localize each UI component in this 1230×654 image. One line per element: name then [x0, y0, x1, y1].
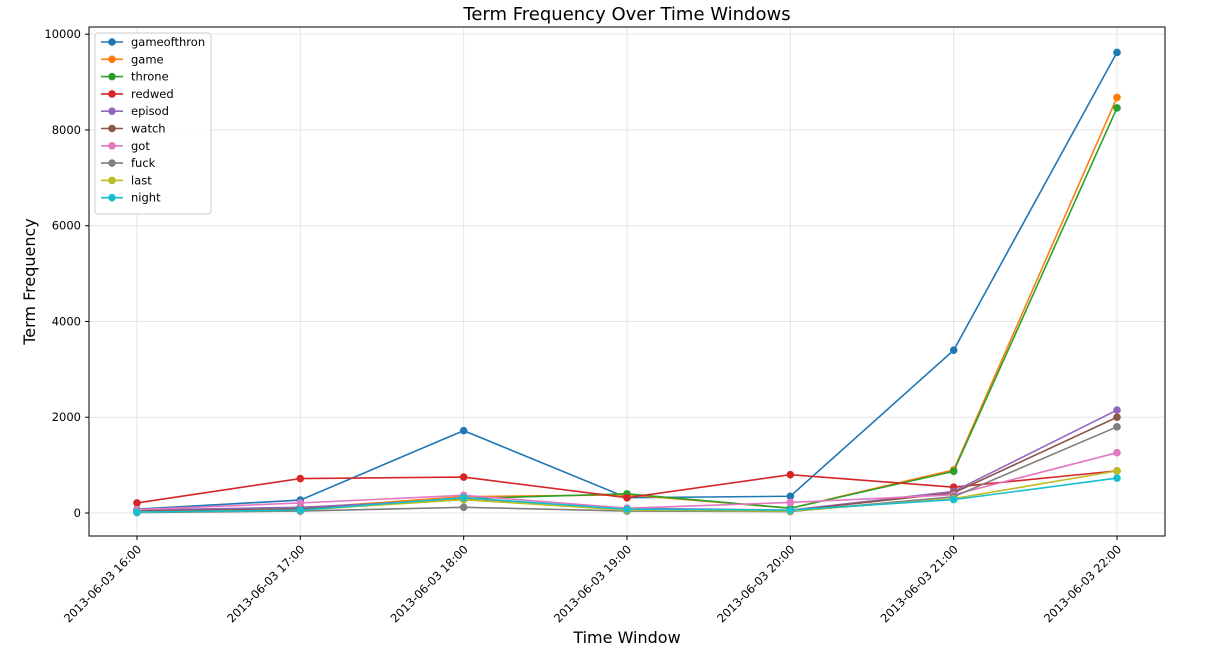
- data-point: [296, 506, 305, 514]
- legend-swatch-marker: [108, 107, 116, 115]
- data-point: [949, 467, 958, 476]
- legend-label: episod: [131, 104, 169, 118]
- data-point: [459, 426, 468, 435]
- data-point: [786, 470, 795, 479]
- y-tick-label: 4000: [52, 314, 81, 328]
- legend-swatch-marker: [108, 124, 116, 133]
- y-axis-title: Term Frequency: [20, 218, 39, 346]
- data-point: [459, 473, 468, 481]
- legend-item: last: [101, 173, 152, 187]
- legend-item: gameofthron: [101, 35, 205, 49]
- legend-swatch-marker: [108, 193, 116, 202]
- legend-swatch-marker: [108, 55, 116, 64]
- data-point: [296, 474, 305, 483]
- legend-label: gameofthron: [131, 35, 205, 49]
- legend-item: night: [101, 191, 161, 205]
- x-tick-label: 2013-06-03 20:00: [714, 542, 797, 625]
- data-point: [623, 493, 631, 502]
- x-tick-label: 2013-06-03 19:00: [551, 542, 634, 625]
- data-point: [1113, 448, 1121, 457]
- data-point: [949, 495, 958, 504]
- legend-swatch-marker: [108, 159, 116, 167]
- data-point: [1113, 48, 1121, 57]
- legend-label: watch: [131, 122, 166, 136]
- x-tick-label: 2013-06-03 16:00: [61, 542, 144, 625]
- data-point: [1113, 467, 1121, 475]
- legend-item: throne: [101, 70, 169, 84]
- data-point: [1113, 406, 1121, 414]
- x-tick-label: 2013-06-03 22:00: [1041, 542, 1124, 625]
- data-point: [296, 499, 305, 507]
- legend-label: last: [131, 173, 152, 187]
- data-point: [133, 499, 141, 507]
- x-tick-label: 2013-06-03 21:00: [878, 542, 961, 625]
- legend-item: redwed: [101, 87, 174, 101]
- legend-label: fuck: [131, 156, 156, 170]
- data-point: [1113, 423, 1121, 431]
- legend-box: [94, 32, 212, 215]
- data-point: [1113, 413, 1121, 422]
- legend-swatch-marker: [108, 38, 116, 46]
- data-point: [786, 498, 795, 507]
- x-tick-label: 2013-06-03 17:00: [224, 542, 307, 625]
- legend-item: got: [101, 139, 150, 153]
- legend-swatch-marker: [108, 142, 116, 150]
- data-point: [1113, 474, 1121, 482]
- legend-label: got: [131, 139, 150, 153]
- legend-label: throne: [131, 70, 169, 84]
- y-tick-label: 0: [74, 506, 81, 520]
- series-night: [133, 474, 1121, 516]
- x-axis-title: Time Window: [572, 628, 680, 647]
- legend-swatch-marker: [108, 90, 116, 98]
- data-point: [133, 508, 141, 516]
- y-tick-label: 2000: [52, 410, 81, 424]
- legend-item: watch: [101, 122, 166, 136]
- data-point: [459, 493, 468, 502]
- data-point: [786, 506, 795, 514]
- data-point: [459, 503, 468, 512]
- data-point: [1113, 93, 1121, 102]
- legend-swatch-marker: [108, 72, 116, 81]
- data-point: [1113, 104, 1121, 112]
- series-redwed: [133, 467, 1121, 507]
- y-tick-label: 6000: [52, 219, 81, 233]
- x-tick-label: 2013-06-03 18:00: [388, 542, 471, 625]
- gridlines: [89, 27, 1165, 536]
- data-point: [623, 505, 631, 513]
- legend-label: night: [131, 191, 161, 205]
- legend-swatch-marker: [108, 176, 116, 185]
- y-tick-label: 10000: [44, 27, 81, 41]
- data-point: [786, 492, 795, 501]
- legend-item: game: [101, 52, 164, 66]
- data-point: [949, 346, 958, 355]
- legend-label: game: [131, 52, 164, 66]
- legend-item: fuck: [101, 156, 156, 170]
- legend-item: episod: [101, 104, 169, 118]
- chart-title: Term Frequency Over Time Windows: [462, 4, 790, 25]
- series-lines: [133, 48, 1121, 517]
- legend: gameofthron game throne redwed episod watch go…: [94, 32, 212, 215]
- y-tick-label: 8000: [52, 123, 81, 137]
- legend-label: redwed: [131, 87, 174, 101]
